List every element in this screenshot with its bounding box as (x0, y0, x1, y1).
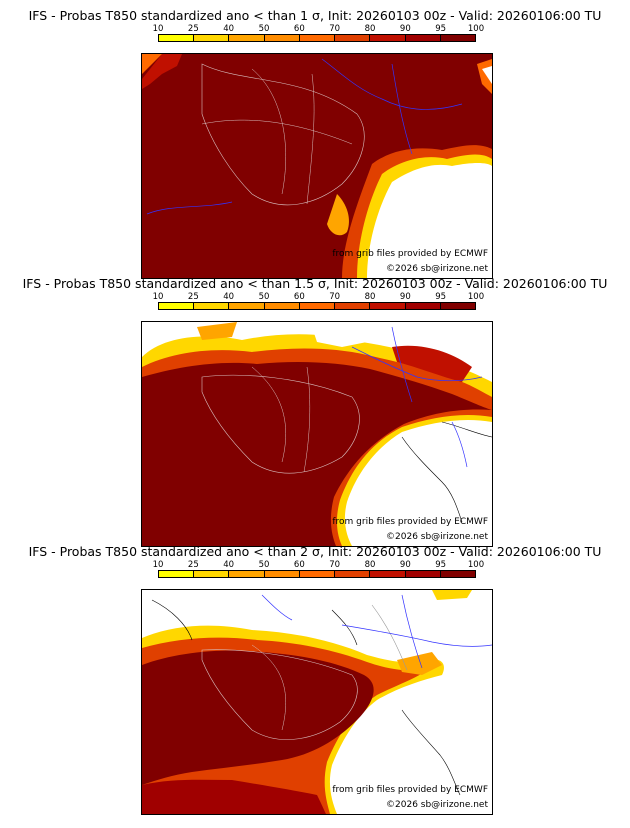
colorbar-tick-label: 70 (329, 24, 341, 34)
colorbar-tick-label: 60 (293, 24, 305, 34)
colorbar-segment (229, 35, 265, 41)
map-title: IFS - Probas T850 standardized ano < tha… (22, 276, 608, 291)
colorbar-tick-label: 40 (223, 560, 235, 570)
colorbar-segment (440, 571, 475, 577)
map-panel-2: IFS - Probas T850 standardized ano < tha… (0, 276, 630, 548)
copyright-credit: ©2026 sb@irizone.net (386, 264, 488, 274)
source-credit: from grib files provided by ECMWF (332, 785, 488, 795)
copyright-credit: ©2026 sb@irizone.net (386, 800, 488, 810)
colorbar-segment (405, 571, 441, 577)
colorbar-tick-label: 100 (467, 560, 485, 570)
map-panel-1: IFS - Probas T850 standardized ano < tha… (0, 8, 630, 280)
colorbar-segment (335, 571, 371, 577)
colorbar-ticks: 10 25 40 50 60 70 80 90 95 100 (140, 560, 495, 570)
colorbar-tick-label: 95 (435, 24, 447, 34)
colorbar-segment (405, 303, 441, 309)
colorbar-tick-label: 80 (364, 292, 376, 302)
colorbar-tick-label: 90 (399, 560, 411, 570)
colorbar-segment (370, 35, 406, 41)
source-credit: from grib files provided by ECMWF (332, 517, 488, 527)
colorbar-segment (370, 571, 406, 577)
colorbar-segment (335, 303, 371, 309)
colorbar-tick-label: 10 (152, 560, 164, 570)
colorbar-segment (299, 571, 336, 577)
source-credit: from grib files provided by ECMWF (332, 249, 488, 259)
colorbar-ticks: 10 25 40 50 60 70 80 90 95 100 (140, 24, 495, 34)
colorbar-tick-label: 25 (187, 560, 199, 570)
colorbar-segment (405, 35, 441, 41)
colorbar-segment (194, 571, 230, 577)
colorbar-tick-label: 95 (435, 292, 447, 302)
colorbar-segment (440, 303, 475, 309)
map-title: IFS - Probas T850 standardized ano < tha… (28, 544, 602, 559)
colorbar-tick-label: 80 (364, 24, 376, 34)
colorbar-segment (440, 35, 475, 41)
colorbar-tick-label: 60 (293, 560, 305, 570)
colorbar-segment (264, 303, 300, 309)
probability-map: from grib files provided by ECMWF ©2026 … (141, 53, 493, 279)
colorbar-tick-label: 10 (152, 24, 164, 34)
colorbar-tick-label: 25 (187, 24, 199, 34)
colorbar-segment (194, 303, 230, 309)
colorbar-tick-label: 60 (293, 292, 305, 302)
colorbar-segment (159, 303, 195, 309)
colorbar-segment (299, 303, 336, 309)
colorbar-tick-label: 70 (329, 292, 341, 302)
colorbar-tick-label: 40 (223, 292, 235, 302)
colorbar (158, 34, 476, 42)
colorbar-tick-label: 10 (152, 292, 164, 302)
colorbar-segment (299, 35, 336, 41)
colorbar (158, 302, 476, 310)
probability-map: from grib files provided by ECMWF ©2026 … (141, 589, 493, 815)
colorbar-segment (264, 571, 300, 577)
map-panel-3: IFS - Probas T850 standardized ano < tha… (0, 544, 630, 816)
colorbar-segment (159, 571, 195, 577)
colorbar-tick-label: 80 (364, 560, 376, 570)
colorbar (158, 570, 476, 578)
colorbar-tick-label: 90 (399, 292, 411, 302)
colorbar-tick-label: 70 (329, 560, 341, 570)
colorbar-tick-label: 100 (467, 24, 485, 34)
colorbar-segment (229, 303, 265, 309)
colorbar-tick-label: 90 (399, 24, 411, 34)
colorbar-ticks: 10 25 40 50 60 70 80 90 95 100 (140, 292, 495, 302)
colorbar-segment (370, 303, 406, 309)
colorbar-segment (229, 571, 265, 577)
copyright-credit: ©2026 sb@irizone.net (386, 532, 488, 542)
colorbar-segment (335, 35, 371, 41)
colorbar-segment (159, 35, 195, 41)
colorbar-tick-label: 50 (258, 560, 270, 570)
colorbar-segment (264, 35, 300, 41)
colorbar-tick-label: 50 (258, 24, 270, 34)
probability-map: from grib files provided by ECMWF ©2026 … (141, 321, 493, 547)
colorbar-tick-label: 40 (223, 24, 235, 34)
colorbar-tick-label: 50 (258, 292, 270, 302)
colorbar-tick-label: 25 (187, 292, 199, 302)
colorbar-tick-label: 100 (467, 292, 485, 302)
map-title: IFS - Probas T850 standardized ano < tha… (28, 8, 602, 23)
colorbar-segment (194, 35, 230, 41)
colorbar-tick-label: 95 (435, 560, 447, 570)
